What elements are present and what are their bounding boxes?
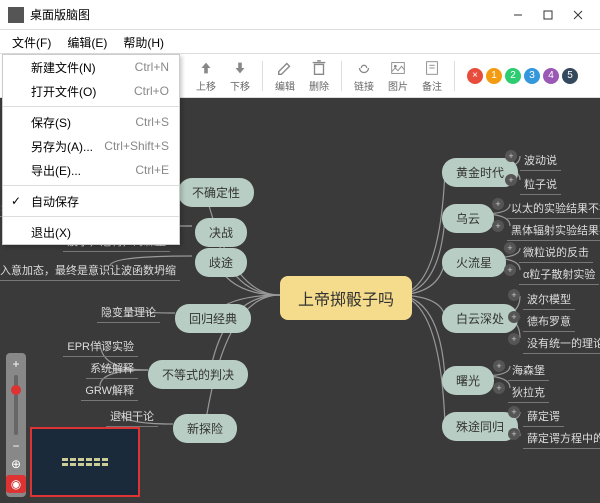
node-r-b6-l2[interactable]: 薛定谔方程中的波函数 — [523, 428, 600, 449]
priority-dots: × 1 2 3 4 5 — [467, 68, 578, 84]
dd-new-shortcut: Ctrl+N — [135, 60, 169, 74]
tb-moveup[interactable]: 上移 — [190, 57, 222, 95]
plus-icon[interactable]: + — [504, 242, 516, 254]
tb-note[interactable]: 备注 — [416, 57, 448, 95]
node-r-b6[interactable]: 殊途同归 — [442, 412, 518, 441]
dd-open-shortcut: Ctrl+O — [134, 84, 169, 98]
tb-delete[interactable]: 删除 — [303, 57, 335, 95]
dd-exit[interactable]: 退出(X) — [3, 220, 179, 244]
window-title: 桌面版脑图 — [30, 6, 90, 23]
node-r-b1-l2[interactable]: 粒子说 — [520, 174, 561, 195]
minimap-toggle[interactable]: ◉ — [6, 475, 26, 493]
dd-autosave[interactable]: ✓ 自动保存 — [3, 189, 179, 213]
dd-autosave-label: 自动保存 — [31, 193, 79, 210]
plus-icon[interactable]: + — [505, 174, 517, 186]
dot-x[interactable]: × — [467, 68, 483, 84]
tb-image[interactable]: 图片 — [382, 57, 414, 95]
menu-help[interactable]: 帮助(H) — [115, 30, 172, 53]
node-l-b2[interactable]: 决战 — [195, 218, 247, 247]
node-r-b4-l1[interactable]: 波尔模型 — [523, 289, 575, 310]
node-r-b4-l3[interactable]: 没有统一的理论 — [523, 333, 600, 354]
dot-5[interactable]: 5 — [562, 68, 578, 84]
app-icon — [8, 7, 24, 23]
dd-export-shortcut: Ctrl+E — [135, 163, 169, 177]
menu-edit[interactable]: 编辑(E) — [59, 30, 115, 53]
dd-new[interactable]: 新建文件(N) Ctrl+N — [3, 55, 179, 79]
node-l-b4[interactable]: 回归经典 — [175, 304, 251, 333]
node-l-b3[interactable]: 歧途 — [195, 248, 247, 277]
plus-icon[interactable]: + — [504, 264, 516, 276]
tb-movedown[interactable]: 下移 — [224, 57, 256, 95]
dd-save-label: 保存(S) — [31, 114, 71, 131]
plus-icon[interactable]: + — [508, 428, 520, 440]
node-r-b5[interactable]: 曙光 — [442, 366, 494, 395]
node-l-b6[interactable]: 新探险 — [173, 414, 237, 443]
plus-icon[interactable]: + — [492, 220, 504, 232]
dot-3[interactable]: 3 — [524, 68, 540, 84]
minimap[interactable] — [30, 427, 140, 497]
node-center[interactable]: 上帝掷骰子吗 — [280, 276, 412, 320]
plus-icon[interactable]: + — [508, 311, 520, 323]
node-r-b2-l2[interactable]: 黑体辐射实验结果不符合预期 — [507, 220, 600, 241]
node-l-b3-l1[interactable]: 他进入意加态，最终是意识让波函数坍缩 — [0, 260, 180, 281]
zoom-center-button[interactable]: ⊕ — [9, 457, 23, 471]
plus-icon[interactable]: + — [508, 289, 520, 301]
maximize-button[interactable] — [534, 3, 562, 27]
dd-save-shortcut: Ctrl+S — [135, 115, 169, 129]
node-l-b1[interactable]: 不确定性 — [178, 178, 254, 207]
plus-icon[interactable]: + — [493, 382, 505, 394]
plus-icon[interactable]: + — [492, 198, 504, 210]
dd-save[interactable]: 保存(S) Ctrl+S — [3, 110, 179, 134]
zoom-slider[interactable] — [14, 375, 18, 435]
node-r-b2[interactable]: 乌云 — [442, 204, 494, 233]
node-r-b3[interactable]: 火流星 — [442, 248, 506, 277]
menu-file[interactable]: 文件(F) — [4, 30, 59, 53]
plus-icon[interactable]: + — [493, 360, 505, 372]
node-r-b5-l1[interactable]: 海森堡 — [508, 360, 549, 381]
file-dropdown: 新建文件(N)Ctrl+N 打开文件(O)Ctrl+O 保存(S)Ctrl+S … — [2, 54, 180, 245]
zoom-handle[interactable] — [11, 385, 21, 395]
node-r-b6-l1[interactable]: 薛定谔 — [523, 406, 564, 427]
node-r-b4-l2[interactable]: 德布罗意 — [523, 311, 575, 332]
close-button[interactable] — [564, 3, 592, 27]
node-r-b4[interactable]: 白云深处 — [442, 304, 518, 333]
plus-icon[interactable]: + — [508, 406, 520, 418]
dd-open[interactable]: 打开文件(O) Ctrl+O — [3, 79, 179, 103]
dd-open-label: 打开文件(O) — [31, 83, 96, 100]
dd-new-label: 新建文件(N) — [31, 59, 96, 76]
tb-link[interactable]: 链接 — [348, 57, 380, 95]
node-r-b5-l2[interactable]: 狄拉克 — [508, 382, 549, 403]
zoom-in-button[interactable]: + — [9, 357, 23, 371]
dot-4[interactable]: 4 — [543, 68, 559, 84]
dd-exit-label: 退出(X) — [31, 224, 71, 241]
dd-saveas-label: 另存为(A)... — [31, 138, 93, 155]
zoom-out-button[interactable]: − — [9, 439, 23, 453]
node-l-b5[interactable]: 不等式的判决 — [148, 360, 248, 389]
node-r-b3-l2[interactable]: α粒子散射实验 — [519, 264, 599, 285]
dd-saveas-shortcut: Ctrl+Shift+S — [104, 139, 169, 153]
dot-1[interactable]: 1 — [486, 68, 502, 84]
plus-icon[interactable]: + — [505, 150, 517, 162]
node-r-b3-l1[interactable]: 微粒说的反击 — [519, 242, 593, 263]
tb-edit[interactable]: 编辑 — [269, 57, 301, 95]
node-r-b1-l1[interactable]: 波动说 — [520, 150, 561, 171]
dd-saveas[interactable]: 另存为(A)... Ctrl+Shift+S — [3, 134, 179, 158]
dot-2[interactable]: 2 — [505, 68, 521, 84]
plus-icon[interactable]: + — [508, 333, 520, 345]
dd-export[interactable]: 导出(E)... Ctrl+E — [3, 158, 179, 182]
check-icon: ✓ — [11, 194, 21, 208]
node-r-b2-l1[interactable]: 以太的实验结果不符合预期 — [507, 198, 600, 219]
dd-export-label: 导出(E)... — [31, 162, 81, 179]
zoom-controls: + − ⊕ ◉ — [6, 353, 26, 497]
minimize-button[interactable] — [504, 3, 532, 27]
node-l-b4-l1[interactable]: 隐变量理论 — [97, 302, 160, 323]
